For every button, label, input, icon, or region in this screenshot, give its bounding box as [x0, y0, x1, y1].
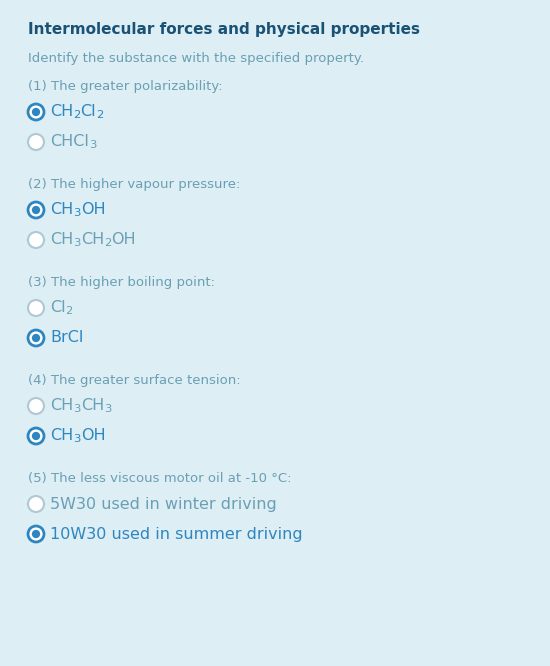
Text: CH: CH [50, 398, 73, 414]
Text: (3) The higher boiling point:: (3) The higher boiling point: [28, 276, 215, 289]
Circle shape [28, 398, 44, 414]
Text: CH: CH [50, 105, 73, 119]
Text: (4) The greater surface tension:: (4) The greater surface tension: [28, 374, 241, 387]
Text: (5) The less viscous motor oil at -10 °C:: (5) The less viscous motor oil at -10 °C… [28, 472, 292, 485]
Text: 10W30 used in summer driving: 10W30 used in summer driving [50, 527, 303, 541]
Circle shape [32, 206, 40, 214]
Circle shape [32, 334, 40, 342]
Text: 5W30 used in winter driving: 5W30 used in winter driving [50, 496, 277, 511]
Circle shape [32, 530, 40, 538]
Text: 3: 3 [73, 434, 81, 444]
Circle shape [28, 232, 44, 248]
Circle shape [28, 330, 44, 346]
Text: Identify the substance with the specified property.: Identify the substance with the specifie… [28, 52, 364, 65]
Circle shape [28, 300, 44, 316]
FancyBboxPatch shape [4, 4, 546, 662]
Text: CH: CH [81, 398, 104, 414]
Circle shape [28, 104, 44, 120]
Text: Cl: Cl [80, 105, 96, 119]
Text: OH: OH [111, 232, 136, 248]
Text: 2: 2 [65, 306, 73, 316]
Circle shape [28, 202, 44, 218]
Text: 3: 3 [73, 208, 81, 218]
Text: CH: CH [50, 428, 73, 444]
Text: CH: CH [81, 232, 104, 248]
Text: 2: 2 [96, 109, 103, 119]
Text: Intermolecular forces and physical properties: Intermolecular forces and physical prope… [28, 22, 420, 37]
Text: BrCl: BrCl [50, 330, 84, 346]
Text: 2: 2 [104, 238, 111, 248]
Circle shape [28, 526, 44, 542]
Text: (1) The greater polarizability:: (1) The greater polarizability: [28, 80, 223, 93]
Text: CH: CH [50, 232, 73, 248]
Text: OH: OH [81, 202, 105, 218]
Text: 3: 3 [89, 140, 96, 150]
Text: Cl: Cl [50, 300, 65, 316]
Text: 3: 3 [73, 238, 81, 248]
Text: OH: OH [81, 428, 105, 444]
Text: CH: CH [50, 202, 73, 218]
Circle shape [28, 428, 44, 444]
Circle shape [28, 496, 44, 512]
Text: 3: 3 [73, 404, 81, 414]
Circle shape [28, 134, 44, 150]
Text: 2: 2 [73, 109, 80, 119]
Circle shape [32, 432, 40, 440]
Text: (2) The higher vapour pressure:: (2) The higher vapour pressure: [28, 178, 240, 191]
Text: CHCl: CHCl [50, 135, 89, 149]
Text: 3: 3 [104, 404, 111, 414]
Circle shape [32, 108, 40, 116]
